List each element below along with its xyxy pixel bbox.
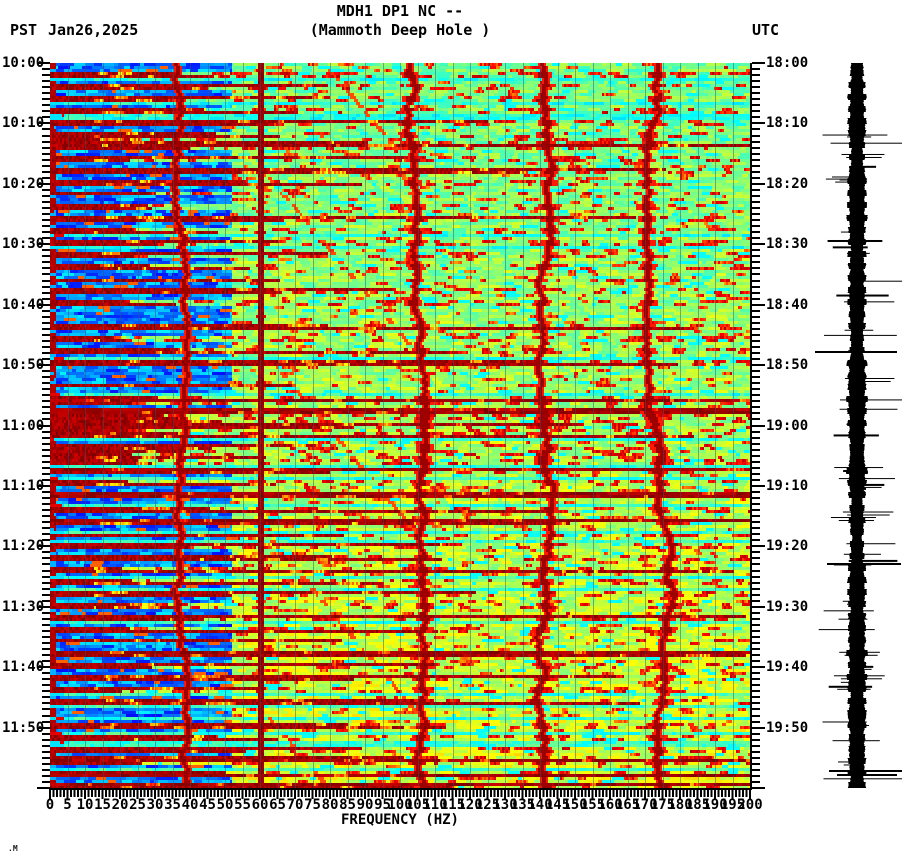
freq-tick-label: 125: [474, 797, 501, 813]
freq-tick-label: 80: [321, 797, 339, 813]
freq-tick-label: 185: [684, 797, 711, 813]
left-time-label: 10:30: [2, 236, 45, 253]
freq-tick-label: 85: [339, 797, 356, 813]
freq-tick-label: 30: [146, 797, 164, 813]
freq-tick-label: 55: [234, 797, 251, 813]
right-time-label: 18:10: [766, 115, 809, 132]
spectrogram-heatmap: [50, 63, 750, 788]
freq-tick-label: 100: [387, 797, 413, 813]
right-time-label: 18:30: [766, 236, 809, 253]
freq-tick-label: 165: [614, 797, 641, 813]
right-time-label: 19:50: [766, 719, 809, 736]
frequency-axis-label: FREQUENCY (HZ): [340, 812, 459, 828]
freq-tick-label: 65: [269, 797, 286, 813]
freq-tick-label: 140: [527, 797, 553, 813]
freq-tick-label: 50: [216, 797, 234, 813]
freq-tick-label: 170: [632, 797, 658, 813]
freq-tick-label: 115: [439, 797, 466, 813]
freq-tick-label: 40: [181, 797, 199, 813]
left-time-label: 11:20: [2, 538, 45, 555]
freq-tick-label: 45: [199, 797, 216, 813]
left-time-label: 11:00: [2, 417, 45, 434]
freq-tick-label: 135: [509, 797, 536, 813]
right-time-label: 18:00: [766, 55, 809, 71]
left-time-label: 11:50: [2, 719, 45, 736]
right-time-label: 18:40: [766, 296, 809, 313]
freq-tick-label: 150: [562, 797, 588, 813]
freq-tick-label: 180: [667, 797, 693, 813]
freq-tick-label: 95: [374, 797, 391, 813]
left-time-label: 11:10: [2, 477, 45, 494]
watermark-mark: .M: [8, 844, 18, 853]
freq-tick-label: 200: [737, 797, 763, 813]
freq-tick-label: 110: [422, 797, 448, 813]
freq-tick-label: 160: [597, 797, 623, 813]
right-time-label: 19:10: [766, 477, 809, 494]
freq-tick-label: 15: [94, 797, 111, 813]
freq-tick-label: 130: [492, 797, 518, 813]
freq-tick-label: 35: [164, 797, 181, 813]
left-time-label: 11:30: [2, 598, 45, 615]
freq-tick-label: 25: [129, 797, 146, 813]
freq-tick-label: 145: [544, 797, 571, 813]
freq-tick-label: 5: [63, 797, 72, 813]
left-time-label: 10:50: [2, 357, 45, 374]
left-time-label: 10:00: [2, 55, 45, 71]
freq-tick-label: 20: [111, 797, 129, 813]
right-time-label: 18:20: [766, 175, 809, 192]
freq-tick-label: 190: [702, 797, 728, 813]
right-time-label: 19:40: [766, 659, 809, 676]
left-time-label: 10:20: [2, 175, 45, 192]
right-time-label: 19:20: [766, 538, 809, 555]
freq-tick-label: 175: [649, 797, 676, 813]
freq-tick-label: 60: [251, 797, 269, 813]
left-time-label: 10:10: [2, 115, 45, 132]
seismogram-trace: [812, 63, 902, 788]
right-time-label: 19:30: [766, 598, 809, 615]
right-time-label: 19:00: [766, 417, 809, 434]
freq-tick-label: 90: [356, 797, 374, 813]
left-time-label: 10:40: [2, 296, 45, 313]
freq-tick-label: 120: [457, 797, 483, 813]
freq-tick-label: 10: [76, 797, 94, 813]
freq-tick-label: 155: [579, 797, 606, 813]
freq-tick-label: 70: [286, 797, 304, 813]
freq-tick-label: 75: [304, 797, 321, 813]
left-time-label: 11:40: [2, 659, 45, 676]
freq-tick-label: 105: [404, 797, 431, 813]
right-time-label: 18:50: [766, 357, 809, 374]
freq-tick-label: 0: [45, 797, 55, 813]
freq-tick-label: 195: [719, 797, 746, 813]
